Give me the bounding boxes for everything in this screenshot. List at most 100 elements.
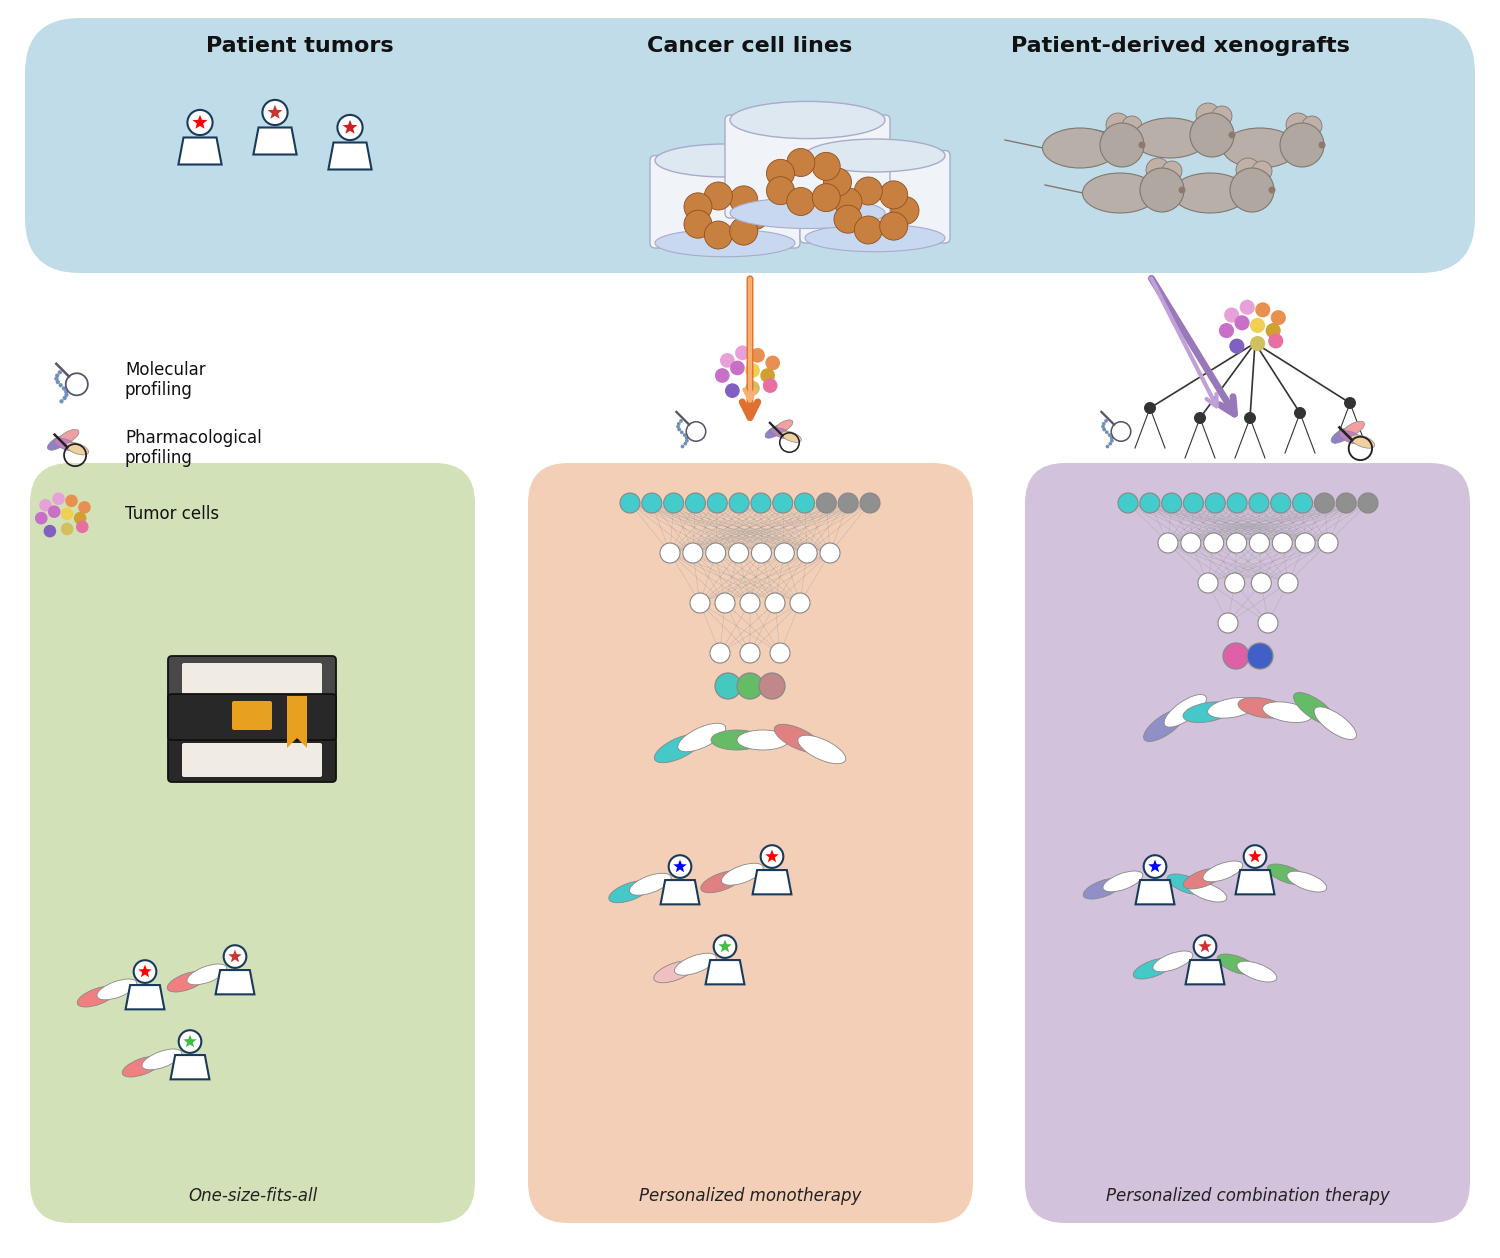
Circle shape (760, 845, 783, 868)
Ellipse shape (678, 723, 726, 752)
Circle shape (879, 213, 908, 240)
Circle shape (1236, 159, 1260, 182)
Circle shape (716, 673, 741, 699)
Circle shape (681, 444, 684, 448)
Polygon shape (1198, 940, 1212, 952)
Ellipse shape (1132, 959, 1173, 979)
Circle shape (770, 643, 790, 663)
Circle shape (1280, 123, 1324, 167)
Ellipse shape (656, 143, 795, 177)
Circle shape (1336, 493, 1356, 513)
Circle shape (64, 392, 69, 398)
Circle shape (729, 218, 758, 245)
Ellipse shape (771, 428, 792, 439)
Circle shape (705, 182, 732, 210)
Circle shape (1106, 430, 1108, 434)
Circle shape (824, 169, 852, 196)
Ellipse shape (1186, 881, 1227, 902)
Circle shape (1250, 318, 1264, 333)
Ellipse shape (774, 725, 822, 752)
Circle shape (1302, 116, 1322, 136)
Circle shape (58, 384, 63, 387)
Polygon shape (183, 1034, 196, 1047)
Circle shape (855, 216, 882, 244)
Circle shape (1244, 413, 1256, 424)
Circle shape (705, 221, 732, 249)
Ellipse shape (1154, 951, 1192, 972)
Circle shape (76, 521, 88, 533)
Polygon shape (674, 859, 687, 872)
Circle shape (1108, 433, 1112, 437)
Text: One-size-fits-all: One-size-fits-all (188, 1188, 316, 1205)
Text: Patient-derived xenografts: Patient-derived xenografts (1011, 36, 1350, 57)
Polygon shape (765, 849, 778, 862)
Circle shape (740, 593, 760, 613)
Circle shape (60, 399, 63, 404)
Polygon shape (753, 871, 792, 894)
Ellipse shape (166, 971, 207, 993)
Circle shape (64, 494, 78, 507)
Ellipse shape (57, 429, 80, 444)
Circle shape (729, 186, 758, 214)
Circle shape (1250, 533, 1269, 554)
Circle shape (1246, 643, 1274, 669)
Text: Personalized combination therapy: Personalized combination therapy (1106, 1188, 1389, 1205)
Circle shape (834, 205, 862, 233)
Circle shape (1140, 493, 1160, 513)
Circle shape (790, 593, 810, 613)
Ellipse shape (630, 873, 670, 896)
Circle shape (720, 353, 735, 367)
Ellipse shape (1330, 428, 1353, 443)
Circle shape (724, 384, 740, 398)
Ellipse shape (1350, 435, 1374, 448)
Circle shape (1106, 113, 1130, 137)
Circle shape (1270, 493, 1290, 513)
Circle shape (705, 543, 726, 564)
Circle shape (746, 381, 760, 395)
Circle shape (736, 673, 764, 699)
Circle shape (891, 196, 920, 224)
Circle shape (1256, 302, 1270, 317)
Circle shape (1222, 643, 1250, 669)
Text: Pharmacological
profiling: Pharmacological profiling (124, 429, 261, 468)
Ellipse shape (798, 735, 846, 764)
Circle shape (746, 364, 760, 377)
Polygon shape (171, 1055, 210, 1079)
Circle shape (39, 499, 53, 512)
Circle shape (812, 184, 840, 211)
Circle shape (1198, 572, 1218, 593)
Circle shape (1358, 493, 1378, 513)
Text: Personalized monotherapy: Personalized monotherapy (639, 1188, 861, 1205)
Circle shape (262, 99, 288, 125)
Circle shape (1218, 613, 1237, 633)
Circle shape (78, 501, 90, 513)
Ellipse shape (56, 438, 78, 450)
Polygon shape (1185, 960, 1224, 984)
Ellipse shape (1083, 878, 1124, 899)
Circle shape (839, 493, 858, 513)
Ellipse shape (1293, 692, 1336, 725)
Circle shape (676, 425, 680, 429)
Text: Molecular
profiling: Molecular profiling (124, 361, 206, 399)
Circle shape (1143, 855, 1167, 878)
Circle shape (1318, 533, 1338, 554)
Circle shape (690, 593, 709, 613)
Circle shape (1122, 116, 1142, 136)
FancyBboxPatch shape (650, 156, 800, 248)
Ellipse shape (1132, 118, 1208, 159)
Circle shape (1230, 338, 1245, 353)
Polygon shape (1136, 881, 1174, 905)
Circle shape (716, 593, 735, 613)
Circle shape (682, 433, 687, 437)
Ellipse shape (736, 730, 789, 750)
Ellipse shape (48, 435, 69, 450)
FancyBboxPatch shape (168, 694, 336, 740)
FancyBboxPatch shape (528, 463, 974, 1223)
Circle shape (1294, 408, 1306, 419)
FancyBboxPatch shape (30, 463, 476, 1223)
Circle shape (684, 437, 688, 440)
Circle shape (188, 109, 213, 135)
Circle shape (1266, 323, 1281, 338)
Circle shape (1269, 186, 1275, 194)
Circle shape (1106, 444, 1110, 448)
